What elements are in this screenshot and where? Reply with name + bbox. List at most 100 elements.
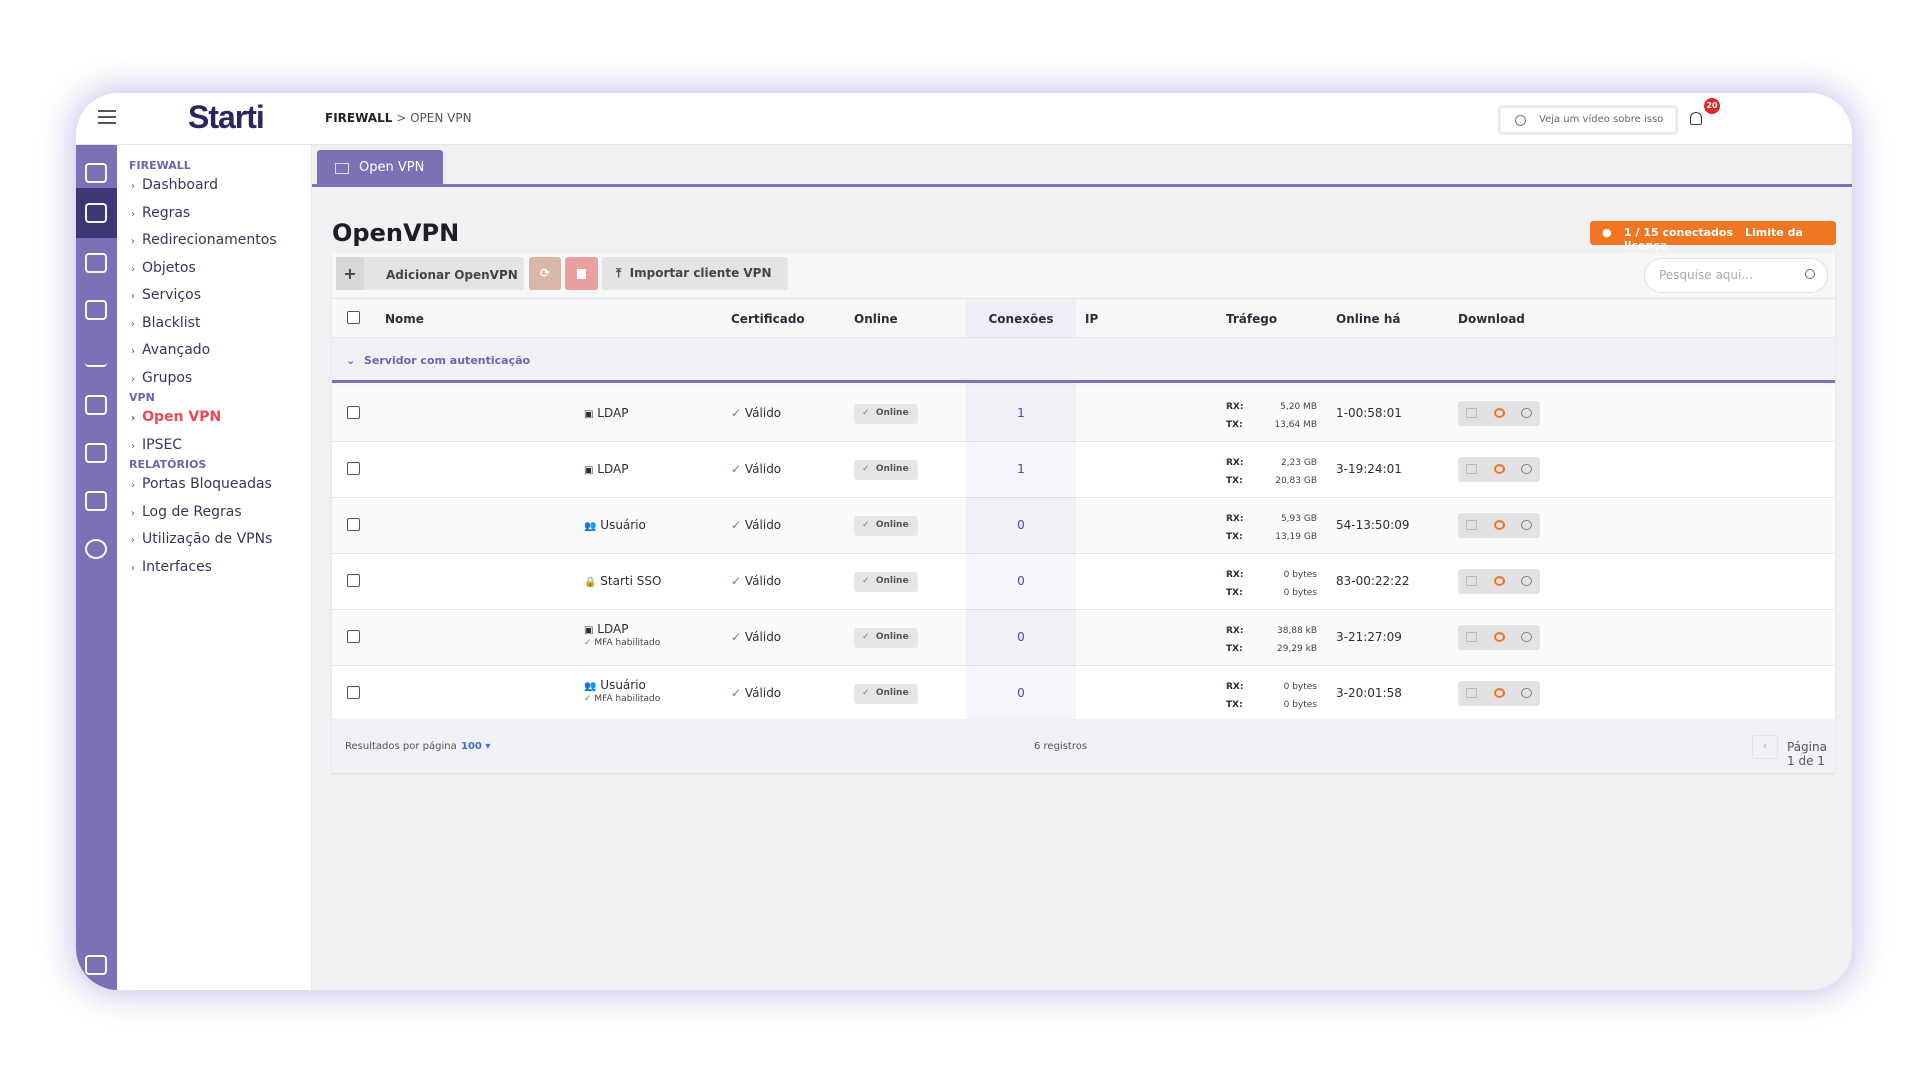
per-page-select[interactable]: 100 ▾ [461, 741, 491, 752]
openvpn-icon[interactable] [1494, 520, 1505, 530]
auth-cell: 👥 Usuário [584, 518, 646, 532]
col-conexoes[interactable]: Conexões [966, 299, 1076, 337]
config-download-icon[interactable] [1466, 632, 1477, 642]
network-icon[interactable] [85, 395, 107, 415]
cert-status: Válido [744, 574, 782, 588]
traffic-values: 5,20 MB 13,64 MB [1252, 398, 1317, 434]
rx-label: RX: [1226, 682, 1244, 692]
online-badge: ✓ Online [854, 460, 918, 480]
cert-cell: ✓ Válido [731, 462, 781, 476]
sidebar-section-title: VPN [129, 391, 155, 404]
mfa-label: MFA habilitado [594, 694, 661, 704]
prev-page-button[interactable]: ‹ [1752, 735, 1778, 759]
cloud-download-icon[interactable] [1521, 632, 1532, 642]
openvpn-icon[interactable] [1494, 408, 1505, 418]
sidebar-item[interactable]: Open VPN [131, 409, 221, 425]
row-checkbox[interactable] [347, 406, 360, 419]
config-download-icon[interactable] [1466, 688, 1477, 698]
search-input[interactable]: Pesquise aqui... [1644, 258, 1828, 293]
table-row[interactable]: 👥 Usuário ✓ MFA habilitado ✓ Válido ✓ On… [332, 666, 1835, 722]
sidebar-item[interactable]: Objetos [131, 260, 196, 276]
openvpn-icon[interactable] [1494, 576, 1505, 586]
col-online[interactable]: Online [854, 312, 898, 326]
import-vpn-button[interactable]: ⤒ Importar cliente VPN [602, 257, 788, 290]
row-checkbox[interactable] [347, 630, 360, 643]
row-checkbox[interactable] [347, 686, 360, 699]
lock-icon: 🔒 [584, 577, 597, 588]
sidebar-item[interactable]: Regras [131, 205, 190, 221]
col-trafego[interactable]: Tráfego [1226, 312, 1278, 326]
col-ip[interactable]: IP [1085, 312, 1099, 326]
sidebar-item[interactable]: IPSEC [131, 437, 182, 453]
sliders-icon[interactable] [85, 347, 107, 367]
config-download-icon[interactable] [1466, 576, 1477, 586]
col-nome[interactable]: Nome [385, 312, 424, 326]
sidebar-item[interactable]: Grupos [131, 370, 192, 386]
online-label: Online [875, 632, 909, 642]
config-download-icon[interactable] [1466, 520, 1477, 530]
openvpn-icon[interactable] [1494, 632, 1505, 642]
table-row[interactable]: ▣ LDAP ✓ Válido ✓ Online 1 RX: TX: 5,20 M… [332, 386, 1835, 442]
logout-icon[interactable] [85, 955, 107, 975]
select-all-checkbox[interactable] [347, 311, 360, 324]
col-certificado[interactable]: Certificado [731, 312, 805, 326]
rx-value: 38,88 kB [1276, 626, 1317, 636]
cloud-download-icon[interactable] [1521, 464, 1532, 474]
table-row[interactable]: 👥 Usuário ✓ Válido ✓ Online 0 RX: TX: 5,9… [332, 498, 1835, 554]
online-badge: ✓ Online [854, 684, 918, 704]
sidebar-item[interactable]: Serviços [131, 287, 201, 303]
rx-value: 5,93 GB [1280, 514, 1317, 524]
auth-cell: ▣ LDAP [584, 406, 628, 420]
web-filter-icon[interactable] [85, 253, 107, 273]
config-download-icon[interactable] [1466, 408, 1477, 418]
openvpn-icon[interactable] [1494, 464, 1505, 474]
refresh-button[interactable]: ⟳ [529, 257, 561, 290]
cloud-download-icon[interactable] [1521, 408, 1532, 418]
sidebar-item[interactable]: Utilização de VPNs [131, 531, 272, 547]
table-row[interactable]: 🔒 Starti SSO ✓ Válido ✓ Online 0 RX: TX: … [332, 554, 1835, 610]
sidebar-item[interactable]: Log de Regras [131, 504, 242, 520]
menu-icon[interactable] [98, 110, 116, 124]
group-row[interactable]: ⌄ Servidor com autenticação [332, 338, 1835, 383]
download-buttons [1458, 401, 1540, 426]
search-icon[interactable] [1805, 269, 1815, 279]
rx-label: RX: [1226, 626, 1244, 636]
check-icon: ✓ [731, 518, 742, 532]
sidebar-item[interactable]: Avançado [131, 342, 210, 358]
tx-label: TX: [1226, 644, 1243, 654]
config-download-icon[interactable] [1466, 464, 1477, 474]
device-icon[interactable] [85, 300, 107, 320]
page-title: OpenVPN [332, 219, 460, 247]
gear-icon[interactable] [85, 539, 107, 559]
row-checkbox[interactable] [347, 462, 360, 475]
table-row[interactable]: ▣ LDAP ✓ MFA habilitado ✓ Válido ✓ Onlin… [332, 610, 1835, 666]
table-row[interactable]: ▣ LDAP ✓ Válido ✓ Online 1 RX: TX: 2,23 G… [332, 442, 1835, 498]
sidebar-item[interactable]: Portas Bloqueadas [131, 476, 272, 492]
sidebar-item[interactable]: Redirecionamentos [131, 232, 277, 248]
breadcrumb-root[interactable]: FIREWALL [325, 111, 393, 125]
traffic-labels: RX: TX: [1226, 678, 1243, 714]
sidebar-item[interactable]: Interfaces [131, 559, 212, 575]
row-checkbox[interactable] [347, 574, 360, 587]
vpn-lock-icon[interactable] [85, 443, 107, 463]
ticket-icon[interactable] [85, 491, 107, 511]
stop-button[interactable] [565, 257, 598, 290]
cloud-download-icon[interactable] [1521, 688, 1532, 698]
firewall-icon[interactable] [85, 203, 107, 223]
breadcrumb: FIREWALL > OPEN VPN [325, 111, 472, 125]
cloud-download-icon[interactable] [1521, 520, 1532, 530]
tab-open-vpn[interactable]: Open VPN [317, 150, 443, 187]
row-checkbox[interactable] [347, 518, 360, 531]
tx-label: TX: [1226, 532, 1243, 542]
add-openvpn-button[interactable]: + Adicionar OpenVPN [336, 257, 524, 290]
col-online-ha[interactable]: Online há [1336, 312, 1401, 326]
cloud-download-icon[interactable] [1521, 576, 1532, 586]
sidebar-item[interactable]: Blacklist [131, 315, 200, 331]
license-badge[interactable]: ● 1 / 15 conectados Limite da licença [1590, 221, 1836, 252]
video-button[interactable]: Veja um vídeo sobre isso [1498, 105, 1678, 135]
col-download[interactable]: Download [1458, 312, 1525, 326]
bell-icon[interactable] [1690, 112, 1702, 125]
sidebar-item[interactable]: Dashboard [131, 177, 218, 193]
openvpn-icon[interactable] [1494, 688, 1505, 698]
dashboard-icon[interactable] [85, 163, 107, 183]
